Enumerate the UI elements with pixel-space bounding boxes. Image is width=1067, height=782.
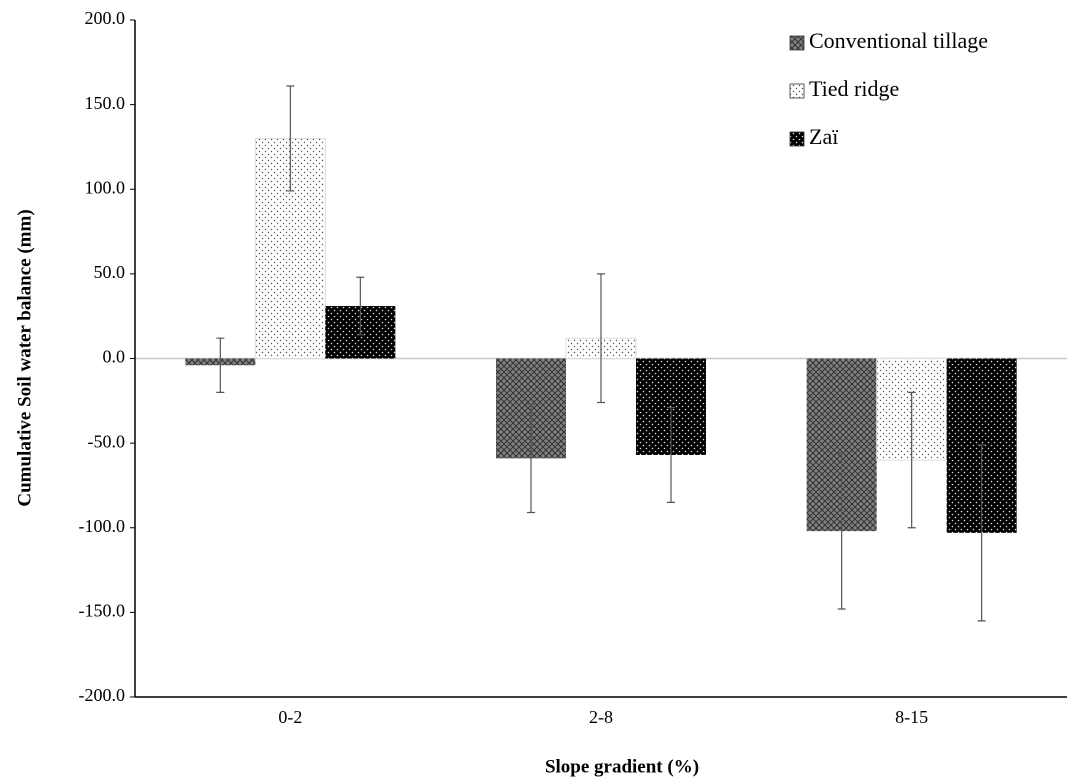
y-tick-label: 200.0 <box>85 8 126 28</box>
y-tick-label: 100.0 <box>85 177 126 197</box>
x-tick-label: 8-15 <box>895 707 928 727</box>
y-tick-label: 50.0 <box>94 262 126 282</box>
y-tick-label: 0.0 <box>103 347 126 367</box>
y-tick-label: -200.0 <box>79 685 126 705</box>
error-bar <box>527 403 535 514</box>
error-bar <box>216 337 225 393</box>
y-tick-label: -100.0 <box>79 516 126 536</box>
y-tick-label: -50.0 <box>88 431 126 451</box>
legend-swatch <box>789 35 805 51</box>
error-bar <box>597 273 605 404</box>
x-axis-title: Slope gradient (%) <box>545 756 699 777</box>
legend-label: Conventional tillage <box>809 28 988 53</box>
y-axis-title: Cumulative Soil water balance (mm) <box>14 209 35 506</box>
error-bar <box>977 444 986 622</box>
error-bar <box>837 452 846 610</box>
error-bar <box>907 391 916 529</box>
legend-swatch <box>789 131 805 147</box>
error-bar <box>286 85 295 192</box>
legend-swatch <box>789 83 805 99</box>
y-tick-label: 150.0 <box>85 93 126 113</box>
legend-label: Tied ridge <box>809 76 899 101</box>
error-bar <box>356 276 365 336</box>
legend-label: Zaï <box>809 124 838 149</box>
x-tick-label: 0-2 <box>278 707 302 727</box>
y-tick-label: -150.0 <box>79 601 126 621</box>
error-bar <box>667 406 675 503</box>
x-tick-label: 2-8 <box>589 707 613 727</box>
